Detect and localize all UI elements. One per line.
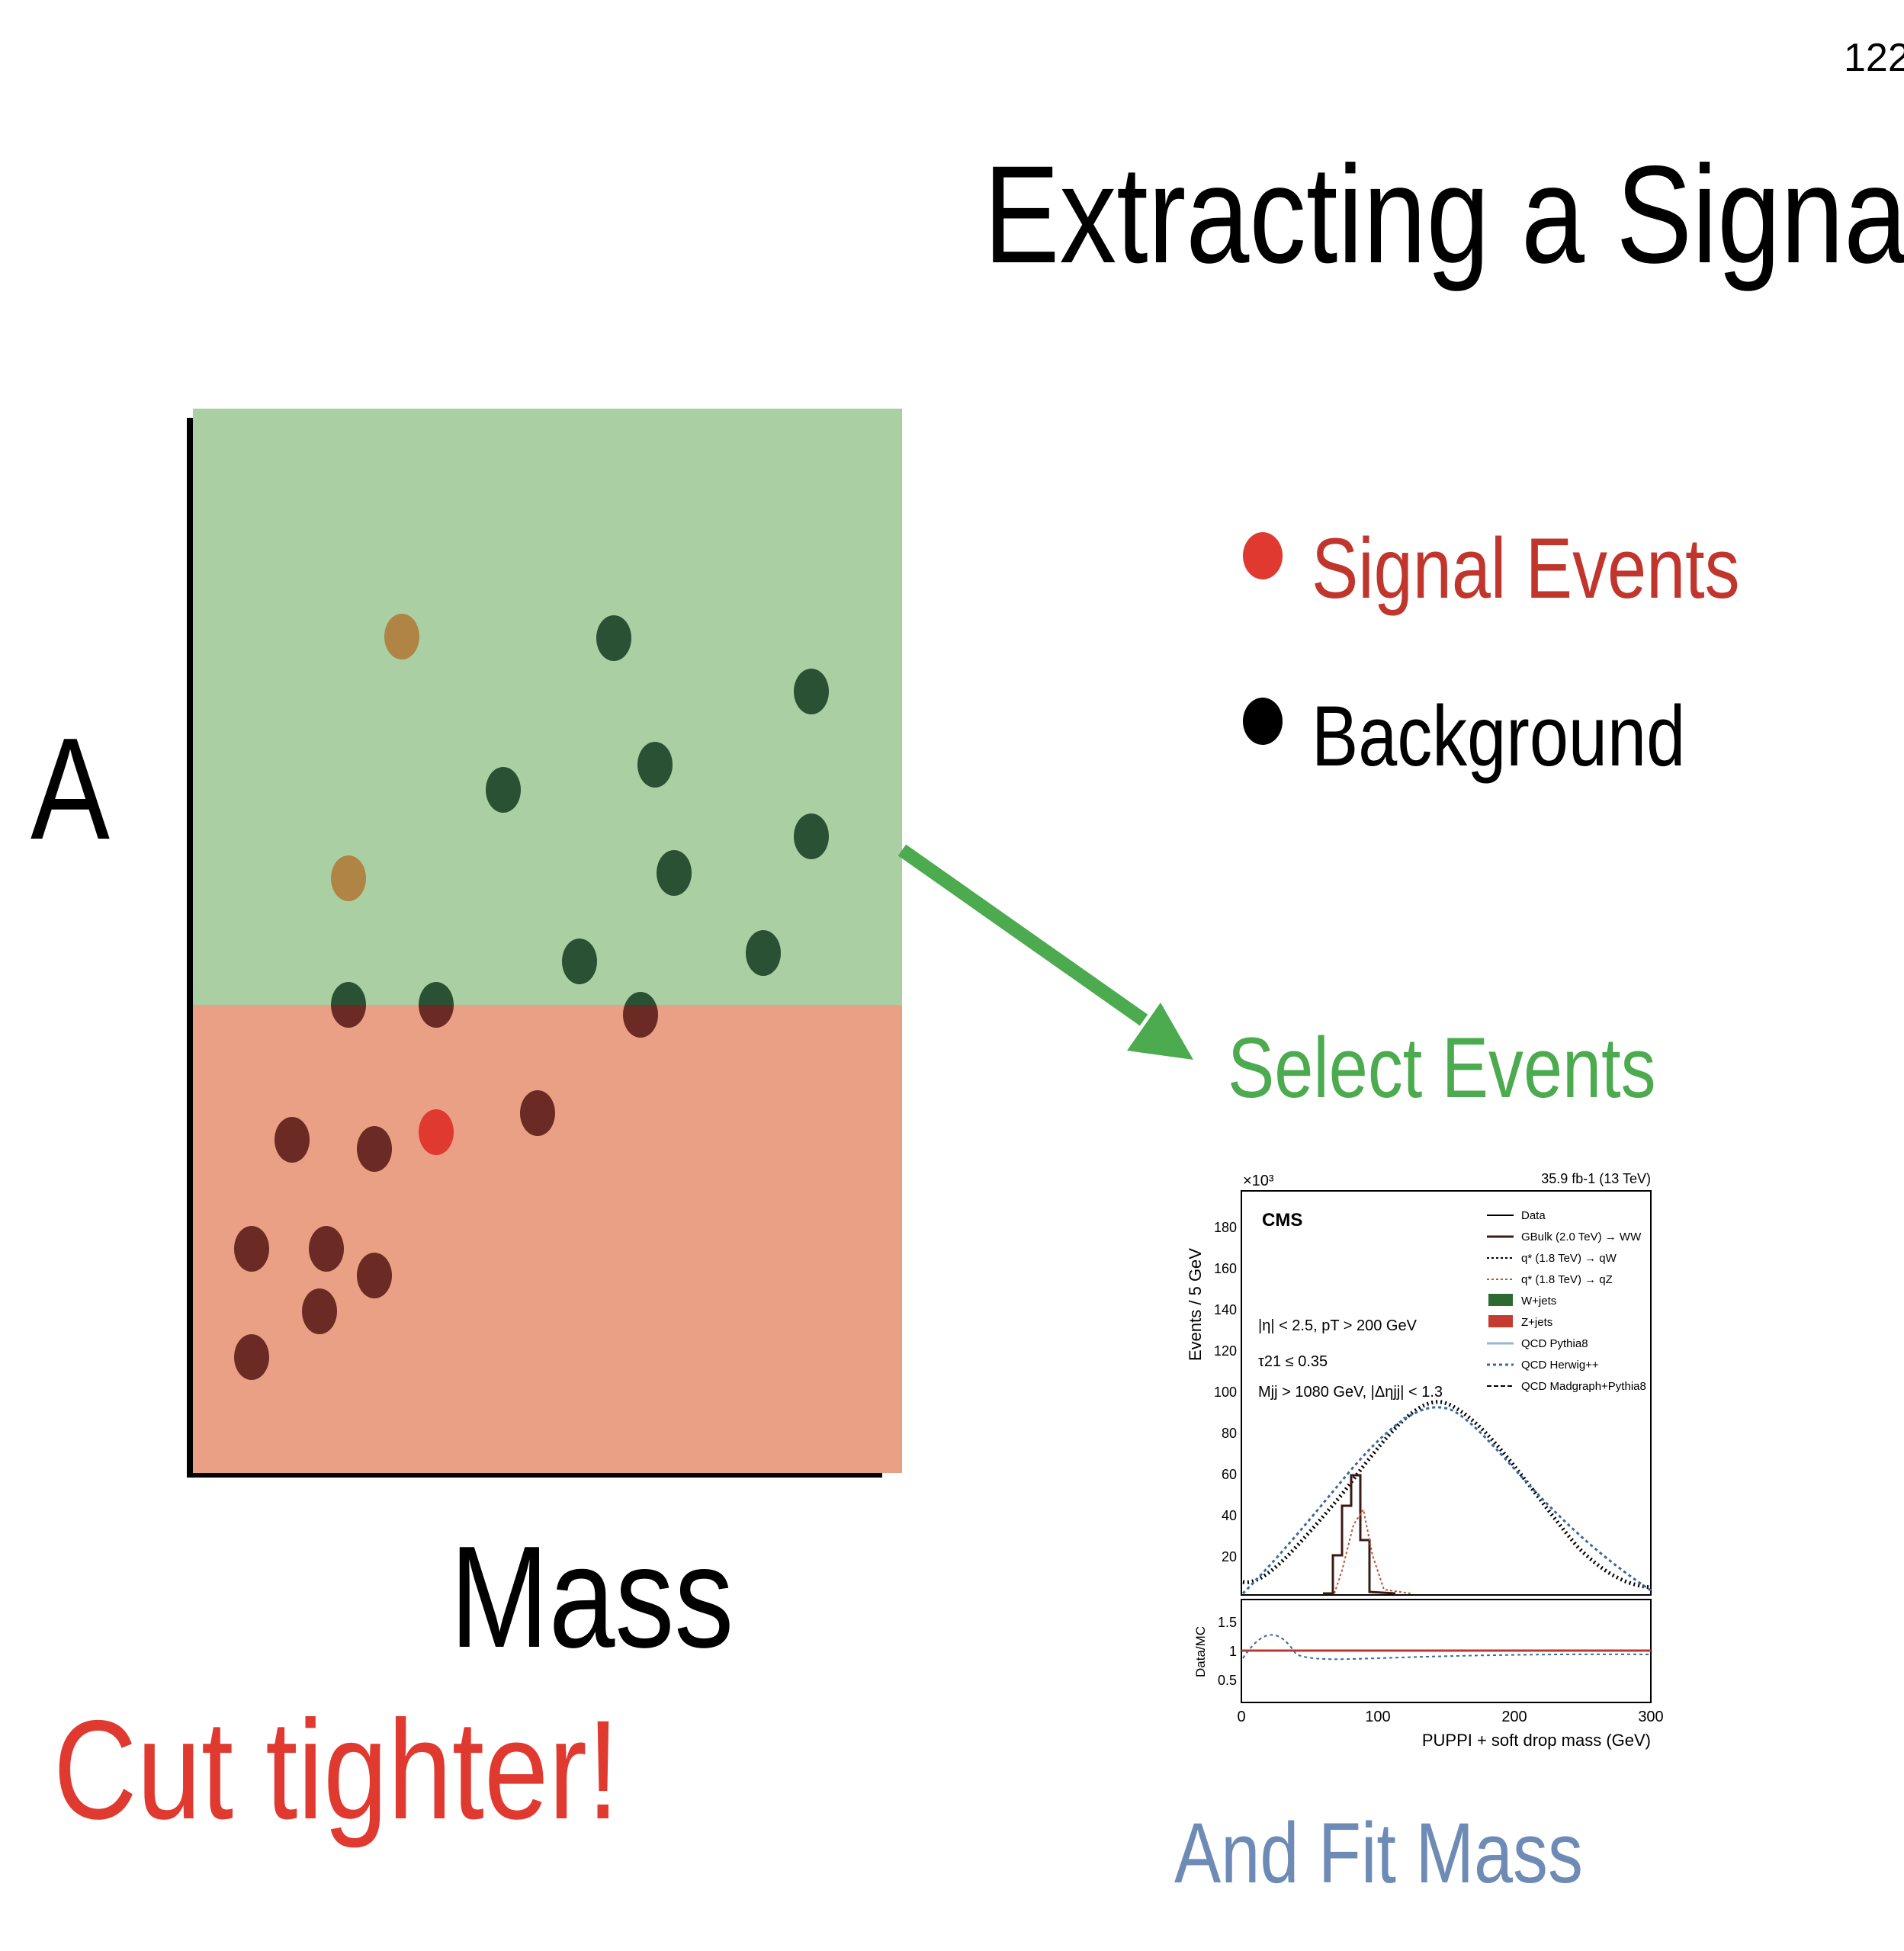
background-event-dot <box>486 767 521 813</box>
cms-ratio-curve <box>1242 1634 1652 1661</box>
selected-region <box>193 409 902 1005</box>
cms-legend-swatch <box>1488 1294 1513 1306</box>
background-event-dot <box>794 813 829 859</box>
cms-x-tick: 300 <box>1638 1709 1663 1725</box>
cms-legend-entry: Data <box>1521 1209 1546 1222</box>
cms-legend-entry: q* (1.8 TeV) → qW <box>1521 1252 1617 1265</box>
background-event-dot <box>419 982 454 1005</box>
background-event-dot <box>234 1226 269 1272</box>
slide-title-text: Extracting a Signal <box>984 136 1904 292</box>
cms-y-tick: 140 <box>1214 1302 1237 1317</box>
page-number: 122 <box>1844 36 1904 80</box>
legend-background-text: Background <box>1312 688 1686 784</box>
background-event-dot <box>275 1117 310 1163</box>
background-event-dot <box>331 1005 366 1028</box>
fit-mass-label: And Fit Mass <box>1174 1811 1673 1896</box>
signal-dot-icon <box>1243 532 1283 579</box>
background-event-dot <box>794 669 829 714</box>
cms-herwig-curve <box>1241 1406 1652 1595</box>
y-axis-label: A <box>31 717 127 862</box>
arrow-head-icon <box>1127 1003 1193 1060</box>
x-axis-label-text: Mass <box>450 1516 734 1678</box>
cms-legend-entry: GBulk (2.0 TeV) → WW <box>1521 1231 1642 1243</box>
cms-y-tick: 120 <box>1214 1343 1237 1359</box>
signal-event-dot <box>419 1109 454 1155</box>
cms-data-curve <box>1242 1400 1652 1590</box>
background-event-dot <box>623 1005 658 1038</box>
fit-mass-text: And Fit Mass <box>1174 1805 1583 1901</box>
signal-event-dot <box>384 614 419 659</box>
cms-legend-entry: Z+jets <box>1521 1316 1552 1329</box>
cms-ratio-tick: 1.5 <box>1218 1615 1237 1630</box>
background-event-dot <box>357 1126 392 1172</box>
cms-legend-entry: QCD Pythia8 <box>1521 1337 1588 1350</box>
cms-y-tick: 100 <box>1214 1385 1237 1400</box>
cut-tighter-text: Cut tighter! <box>53 1692 619 1849</box>
cms-y-tick: 20 <box>1222 1549 1237 1564</box>
cms-lumi-label: 35.9 fb-1 (13 TeV) <box>1541 1171 1651 1186</box>
cms-cut-text: τ21 ≤ 0.35 <box>1258 1353 1328 1370</box>
select-events-label: Select Events <box>1228 1025 1750 1111</box>
signal-event-dot <box>331 855 366 901</box>
background-event-dot <box>331 982 366 1005</box>
cms-legend-entry: QCD Herwig++ <box>1521 1359 1599 1372</box>
background-event-dot <box>357 1253 392 1298</box>
cms-mass-plot: ×10³ 35.9 fb-1 (13 TeV) CMS Events / 5 G… <box>1186 1171 1664 1750</box>
legend-signal-label: Signal Events <box>1312 526 1834 611</box>
background-event-dot <box>520 1090 555 1136</box>
cms-legend-entry: q* (1.8 TeV) → qZ <box>1521 1273 1613 1286</box>
background-event-dot <box>637 742 673 788</box>
cms-y-tick: 40 <box>1222 1508 1237 1523</box>
select-events-text: Select Events <box>1228 1020 1656 1115</box>
cms-ratio-label: Data/MC <box>1193 1626 1208 1677</box>
arrow-shaft <box>897 844 1148 1026</box>
cms-y-tick: 60 <box>1222 1467 1237 1482</box>
cms-legend-entry: W+jets <box>1521 1295 1556 1308</box>
cms-ratio-tick: 0.5 <box>1218 1673 1237 1688</box>
x-axis-label: Mass <box>450 1525 796 1670</box>
cms-scale-label: ×10³ <box>1243 1173 1274 1189</box>
cms-x-tick: 100 <box>1365 1709 1390 1725</box>
cms-x-tick: 200 <box>1501 1709 1527 1725</box>
cms-legend-entry: QCD Madgraph+Pythia8 <box>1521 1380 1646 1393</box>
rejected-region <box>193 1005 902 1473</box>
legend-signal-text: Signal Events <box>1312 521 1740 616</box>
background-event-dot <box>596 615 631 661</box>
cms-x-tick: 0 <box>1237 1709 1245 1725</box>
cms-ratio-tick: 1 <box>1229 1644 1237 1659</box>
cms-legend-swatch <box>1488 1315 1513 1327</box>
background-event-dot <box>746 930 781 976</box>
background-event-dot <box>419 1005 454 1028</box>
cms-y-tick: 160 <box>1214 1261 1237 1276</box>
background-event-dot <box>302 1288 337 1334</box>
cms-signal-ww-hist <box>1323 1474 1396 1595</box>
cms-y-axis-label: Events / 5 GeV <box>1186 1248 1205 1361</box>
background-event-dot <box>309 1226 344 1272</box>
legend-background-label: Background <box>1312 694 1768 779</box>
cms-experiment-label: CMS <box>1262 1210 1302 1231</box>
background-dot-icon <box>1243 698 1283 745</box>
slide-title: Extracting a Signal <box>984 145 1904 284</box>
cms-signal-qz-curve <box>1334 1507 1411 1594</box>
background-event-dot <box>562 939 597 984</box>
cms-cut-text: Mjj > 1080 GeV, |Δηjj| < 1.3 <box>1258 1384 1443 1401</box>
y-axis-label-text: A <box>31 708 110 870</box>
cms-main-frame <box>1241 1190 1652 1596</box>
cms-y-tick: 80 <box>1222 1426 1237 1441</box>
cms-x-axis-label: PUPPI + soft drop mass (GeV) <box>1422 1731 1651 1750</box>
cut-tighter-note: Cut tighter! <box>53 1700 743 1841</box>
cms-cut-text: |η| < 2.5, pT > 200 GeV <box>1258 1317 1418 1334</box>
background-event-dot <box>624 992 657 1005</box>
background-event-dot <box>234 1334 269 1380</box>
background-event-dot <box>657 850 692 896</box>
cms-y-tick: 180 <box>1214 1220 1237 1235</box>
